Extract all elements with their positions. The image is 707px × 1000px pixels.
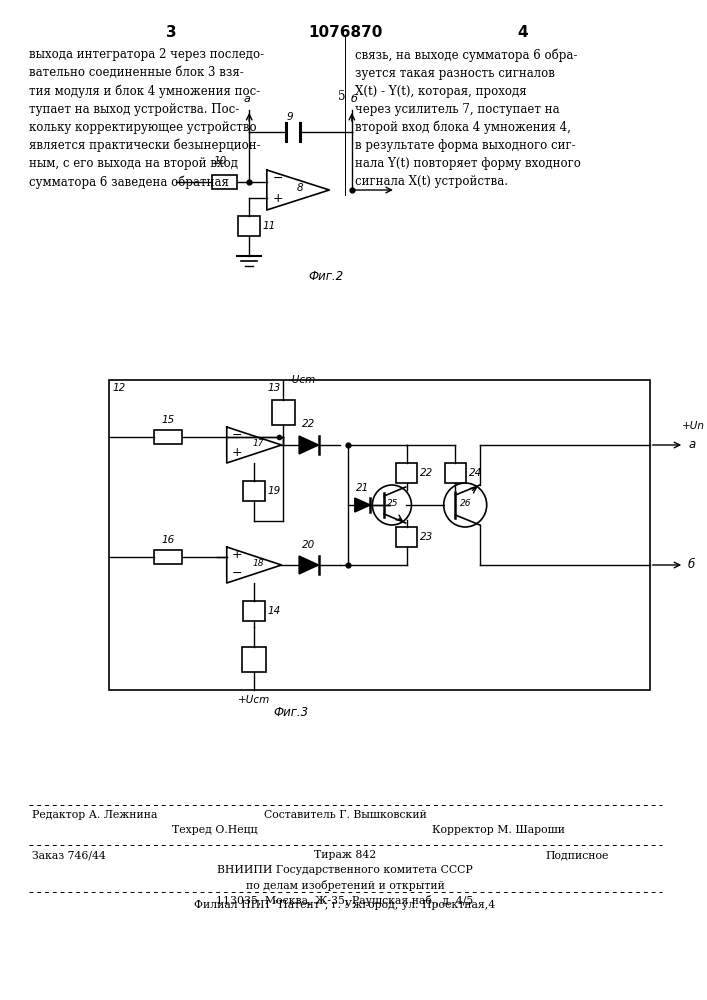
Polygon shape <box>355 498 370 512</box>
Text: 20: 20 <box>302 540 315 550</box>
Text: +: + <box>232 548 243 562</box>
Text: 16: 16 <box>161 535 175 545</box>
Bar <box>154 430 182 444</box>
Bar <box>243 601 265 621</box>
Text: выхода интегратора 2 через последо-
вательно соединенные блок 3 взя-
тия модуля : выхода интегратора 2 через последо- вате… <box>29 48 264 189</box>
Text: 13: 13 <box>267 383 281 393</box>
Text: 1076870: 1076870 <box>308 25 382 40</box>
Bar <box>445 463 466 483</box>
Text: 15: 15 <box>161 415 175 425</box>
Text: +: + <box>232 446 243 460</box>
Polygon shape <box>299 556 319 574</box>
Polygon shape <box>299 436 319 454</box>
Bar <box>396 463 417 483</box>
Text: Корректор М. Шароши: Корректор М. Шароши <box>432 825 565 835</box>
Text: 23: 23 <box>420 532 433 542</box>
Bar <box>110 380 650 690</box>
Text: Составитель Г. Вышковский: Составитель Г. Вышковский <box>264 810 426 820</box>
Text: 22: 22 <box>302 419 315 429</box>
Text: ВНИИПИ Государственного комитета СССР: ВНИИПИ Государственного комитета СССР <box>217 865 473 875</box>
Text: 18: 18 <box>252 558 264 568</box>
Text: −: − <box>273 172 284 184</box>
Text: Фиг.2: Фиг.2 <box>308 270 343 283</box>
Text: Заказ 746/44: Заказ 746/44 <box>33 850 106 860</box>
Text: 26: 26 <box>460 498 472 508</box>
Bar <box>212 175 238 189</box>
Text: 12: 12 <box>112 383 126 393</box>
Text: 25: 25 <box>387 498 399 508</box>
Text: связь, на выходе сумматора 6 обра-
зуется такая разность сигналов
X(t) - Y(t), к: связь, на выходе сумматора 6 обра- зуетс… <box>355 48 580 188</box>
Text: 11: 11 <box>263 221 276 231</box>
Text: 14: 14 <box>268 606 281 616</box>
Text: 17: 17 <box>252 438 264 448</box>
Text: Филиал ППП "Патент", г. Ужгород, ул. Проектная,4: Филиал ППП "Патент", г. Ужгород, ул. Про… <box>194 900 496 910</box>
Text: +Un: +Un <box>682 421 705 431</box>
Bar <box>396 527 417 547</box>
Text: а: а <box>688 438 695 452</box>
Text: 113035, Москва, Ж-35, Раушская наб., д. 4/5: 113035, Москва, Ж-35, Раушская наб., д. … <box>216 895 474 906</box>
Bar <box>154 550 182 564</box>
Text: 21: 21 <box>356 483 369 493</box>
Bar <box>271 400 295 425</box>
Bar <box>243 481 265 501</box>
Text: 9: 9 <box>287 112 293 122</box>
Text: 10: 10 <box>214 156 226 166</box>
Text: б: б <box>351 94 357 104</box>
Text: −: − <box>232 428 242 442</box>
Text: Редактор А. Лежнина: Редактор А. Лежнина <box>33 810 158 820</box>
Text: 8: 8 <box>297 183 303 193</box>
Text: по делам изобретений и открытий: по делам изобретений и открытий <box>245 880 445 891</box>
Text: б: б <box>688 558 695 572</box>
Text: Подписное: Подписное <box>545 850 608 860</box>
Text: 24: 24 <box>469 468 482 478</box>
Text: а: а <box>244 94 251 104</box>
Bar <box>238 216 260 236</box>
Text: −: − <box>232 566 242 580</box>
Text: 22: 22 <box>420 468 433 478</box>
Text: -Ucm: -Ucm <box>288 375 315 385</box>
Text: 4: 4 <box>518 25 528 40</box>
Text: Фиг.3: Фиг.3 <box>274 706 309 719</box>
Text: Техред О.Нецц: Техред О.Нецц <box>173 825 258 835</box>
Text: 5: 5 <box>339 90 346 103</box>
Text: 3: 3 <box>165 25 176 40</box>
Text: +Ucm: +Ucm <box>238 695 270 705</box>
Text: +: + <box>273 192 284 206</box>
Text: Тираж 842: Тираж 842 <box>314 850 376 860</box>
Text: 19: 19 <box>268 486 281 496</box>
Bar <box>243 647 266 672</box>
